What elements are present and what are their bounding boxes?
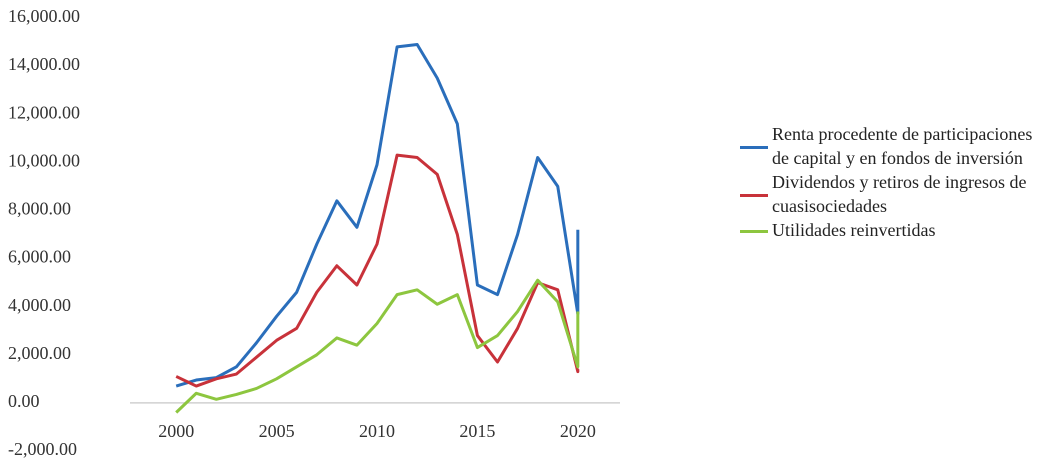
y-tick-label: 4,000.00 xyxy=(8,295,71,315)
x-tick-label: 2010 xyxy=(359,421,395,441)
y-tick-label: 14,000.00 xyxy=(8,54,80,74)
x-tick-label: 2005 xyxy=(259,421,295,441)
x-tick-label: 2000 xyxy=(158,421,194,441)
y-tick-label: 0.00 xyxy=(8,391,40,411)
y-tick-label: 2,000.00 xyxy=(8,343,71,363)
legend-label: Utilidades reinvertidas xyxy=(772,220,936,240)
legend-entry: Utilidades reinvertidas xyxy=(740,218,1050,242)
legend: Renta procedente de participaciones de c… xyxy=(740,122,1050,242)
x-tick-label: 2020 xyxy=(560,421,596,441)
y-tick-label: 16,000.00 xyxy=(8,6,80,26)
series-line xyxy=(175,153,580,388)
y-tick-label: 12,000.00 xyxy=(8,102,80,122)
legend-swatch xyxy=(740,146,768,149)
x-tick-label: 2015 xyxy=(459,421,495,441)
legend-entry: Renta procedente de participaciones de c… xyxy=(740,122,1050,170)
series-line xyxy=(175,278,580,414)
legend-entry: Dividendos y retiros de ingresos de cuas… xyxy=(740,170,1050,218)
legend-label: Renta procedente de participaciones de c… xyxy=(772,124,1033,168)
legend-swatch xyxy=(740,194,768,197)
legend-label: Dividendos y retiros de ingresos de cuas… xyxy=(772,172,1027,216)
series-line xyxy=(175,42,580,388)
y-tick-label: -2,000.00 xyxy=(8,439,77,459)
y-tick-label: 6,000.00 xyxy=(8,247,71,267)
y-tick-label: 8,000.00 xyxy=(8,199,71,219)
legend-swatch xyxy=(740,230,768,233)
y-tick-label: 10,000.00 xyxy=(8,150,80,170)
